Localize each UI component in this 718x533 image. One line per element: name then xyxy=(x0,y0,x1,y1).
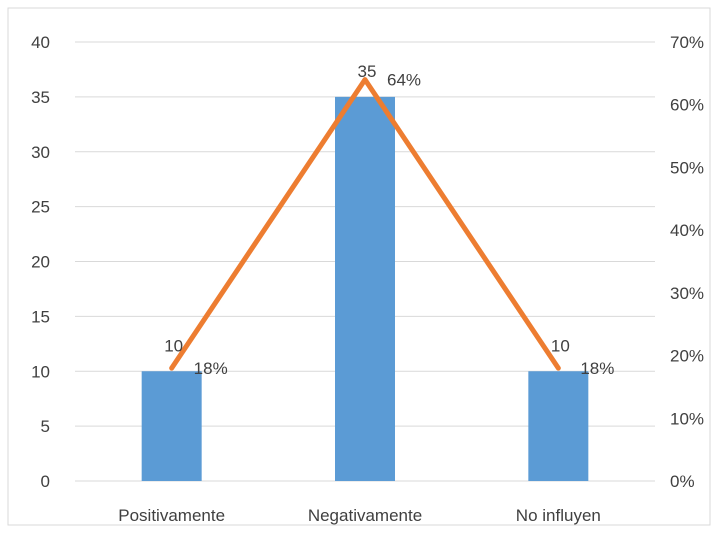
y2-tick-label: 10% xyxy=(670,409,704,428)
y2-tick-label: 30% xyxy=(670,284,704,303)
y-tick-label: 5 xyxy=(41,417,50,436)
y2-tick-label: 20% xyxy=(670,347,704,366)
bar-data-label: 10 xyxy=(164,336,183,355)
y-tick-label: 35 xyxy=(31,88,50,107)
bar-data-label: 35 xyxy=(358,62,377,81)
line-series xyxy=(169,77,561,371)
y2-tick-label: 60% xyxy=(670,96,704,115)
y2-tick-label: 50% xyxy=(670,158,704,177)
line-data-label: 18% xyxy=(580,359,614,378)
y-tick-label: 30 xyxy=(31,143,50,162)
line-data-label: 64% xyxy=(387,71,421,90)
x-tick-label: Positivamente xyxy=(118,506,225,525)
line-data-label: 18% xyxy=(194,359,228,378)
y-tick-label: 10 xyxy=(31,362,50,381)
x-tick-label: Negativamente xyxy=(308,506,422,525)
bar xyxy=(528,371,589,481)
bar-series xyxy=(141,96,589,481)
y-tick-label: 20 xyxy=(31,253,50,272)
axes: 0 5 10 15 20 25 30 35 40 0% 10% 20% 30% 40% 50% 60% 70% P… xyxy=(31,33,704,525)
x-tick-label: No influyen xyxy=(516,506,601,525)
bar-data-label: 10 xyxy=(551,336,570,355)
y-tick-label: 25 xyxy=(31,198,50,217)
bar xyxy=(335,96,395,481)
y-tick-label: 40 xyxy=(31,33,50,52)
y-tick-label: 15 xyxy=(31,307,50,326)
bar xyxy=(141,371,202,481)
y2-tick-label: 0% xyxy=(670,472,695,491)
y2-tick-label: 70% xyxy=(670,33,704,52)
y-tick-label: 0 xyxy=(41,472,50,491)
data-labels: 10 35 10 18% 64% 18% xyxy=(164,62,614,378)
y2-tick-label: 40% xyxy=(670,221,704,240)
